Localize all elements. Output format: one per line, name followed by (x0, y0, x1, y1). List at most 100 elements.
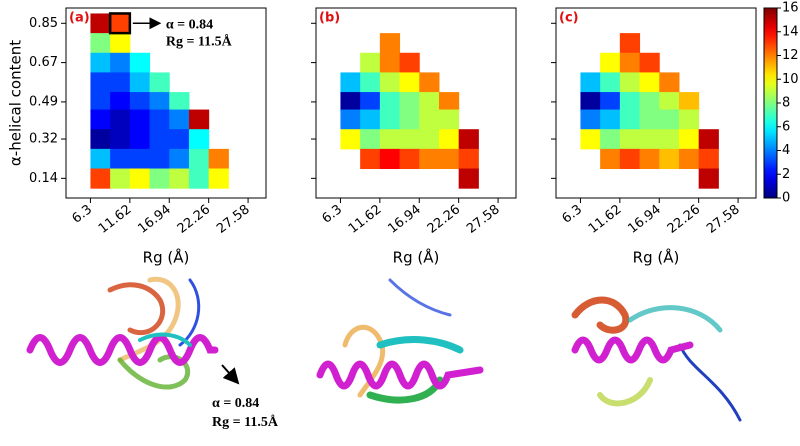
x-tick-label: 6.3 (560, 202, 586, 227)
colorbar-tick-label: 4 (782, 143, 790, 158)
heat-cell (379, 72, 401, 93)
heat-cell (110, 109, 131, 130)
heat-cell (580, 92, 601, 113)
heat-cell (129, 52, 151, 73)
x-tick-label: 22.26 (425, 202, 464, 237)
y-axis-label: α-helical content (7, 40, 25, 166)
colorbar-tick-label: 12 (782, 48, 799, 63)
heat-cell (169, 168, 190, 189)
heat-cell (580, 129, 601, 150)
x-axis-label: Rg (Å) (633, 248, 680, 267)
heat-cell (639, 129, 660, 150)
heat-cell (169, 129, 190, 150)
heat-cell (188, 148, 210, 170)
heat-cell (438, 148, 460, 170)
heat-cell (379, 33, 401, 54)
heat-cell (90, 129, 111, 150)
heat-cell (639, 109, 660, 130)
heat-cell (659, 148, 680, 170)
heat-cell (149, 129, 170, 150)
structure-b (316, 278, 484, 404)
colorbar-tick-label: 14 (782, 24, 799, 39)
x-tick-label: 16.94 (135, 202, 174, 237)
heat-cell (678, 148, 700, 170)
axes-frame (555, 7, 757, 199)
heat-cell (619, 33, 641, 54)
heat-cell (678, 92, 700, 113)
heat-cell (379, 129, 401, 150)
heat-cell (340, 129, 361, 150)
heat-cell (360, 92, 381, 113)
heat-cell (619, 148, 641, 170)
heat-cell (110, 92, 131, 113)
heat-cell (619, 72, 641, 93)
x-tick-label: 16.94 (625, 202, 664, 237)
panel-label: (a) (69, 11, 90, 26)
heat-cell (149, 109, 170, 130)
x-tick-label: 22.26 (175, 202, 214, 237)
x-axis-label: Rg (Å) (393, 248, 440, 267)
annotation: α = 0.84 (166, 18, 213, 33)
heat-cell (399, 52, 420, 73)
colorbar-tick-label: 0 (782, 191, 790, 206)
colorbar (763, 7, 778, 199)
heat-cell (360, 148, 381, 170)
heat-cell (399, 72, 420, 93)
heat-cell (659, 129, 680, 150)
heat-cell (438, 92, 460, 113)
x-tick-label: 16.94 (385, 202, 424, 237)
heat-cell (419, 92, 440, 113)
colorbar-tick-label: 10 (782, 72, 799, 87)
structure-arrow (221, 364, 240, 385)
x-tick-label: 27.58 (464, 202, 503, 237)
heat-cell (419, 148, 440, 170)
heat-cell (129, 148, 151, 170)
heat-cell (399, 129, 420, 150)
heat-cell (698, 148, 719, 170)
heat-cell (149, 92, 170, 113)
annotation: Rg = 11.5Å (166, 34, 233, 50)
heat-cell (110, 168, 131, 189)
heat-cell (110, 129, 131, 150)
heat-cell (419, 72, 440, 93)
heat-cell (698, 168, 719, 189)
heat-cell (110, 13, 131, 34)
heat-cell (399, 148, 420, 170)
colorbar-tick-label: 16 (782, 1, 799, 16)
x-tick-label: 6.3 (320, 202, 346, 227)
heat-cell (619, 52, 641, 73)
heat-cell (639, 52, 660, 73)
heat-cell (399, 109, 420, 130)
y-tick-label: 0.32 (29, 132, 58, 147)
x-axis-label: Rg (Å) (143, 248, 190, 267)
x-tick-label: 22.26 (665, 202, 704, 237)
heat-cell (619, 109, 641, 130)
heat-cell (600, 92, 621, 113)
heat-cell (169, 109, 190, 130)
heat-cell (188, 129, 210, 150)
axes-frame (315, 7, 517, 199)
x-tick-label: 27.58 (704, 202, 743, 237)
heat-cell (340, 72, 361, 93)
heat-cell (110, 72, 131, 93)
heat-cell (340, 92, 361, 113)
structure-alpha: α = 0.84 (212, 396, 259, 411)
heat-cell (678, 109, 700, 130)
heat-cell (639, 92, 660, 113)
heat-cell (360, 109, 381, 130)
heat-cell (698, 129, 719, 150)
y-tick-label: 0.49 (29, 94, 58, 109)
heat-cell (580, 109, 601, 130)
heat-cell (419, 129, 440, 150)
heat-cell (659, 72, 680, 93)
x-tick-label: 27.58 (214, 202, 253, 237)
heat-cell (129, 92, 151, 113)
heat-cell (639, 72, 660, 93)
heat-cell (90, 148, 111, 170)
heat-cell (110, 148, 131, 170)
heat-cell (419, 109, 440, 130)
heat-cell (659, 109, 680, 130)
heat-cell (90, 72, 111, 93)
heat-cell (149, 72, 170, 93)
